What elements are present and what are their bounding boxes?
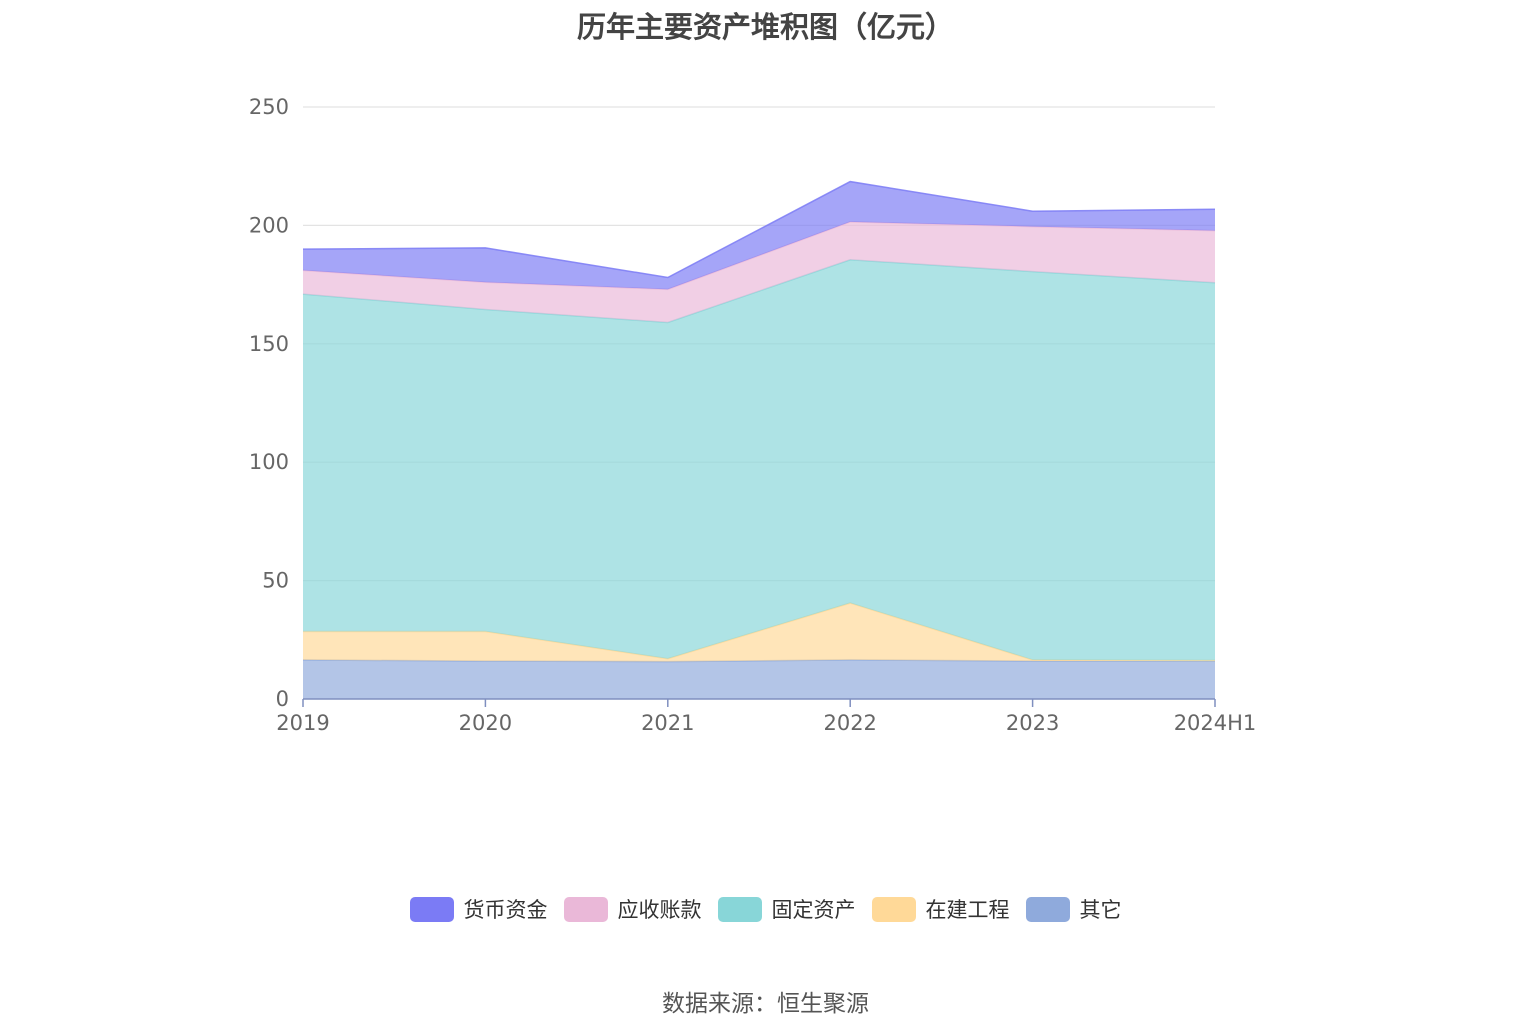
legend-item[interactable]: 在建工程 (871, 894, 1010, 924)
legend-item[interactable]: 应收账款 (563, 894, 702, 924)
y-tick-label: 50 (262, 569, 289, 593)
y-tick-label: 200 (249, 213, 289, 237)
x-tick-label: 2023 (1006, 711, 1059, 735)
legend-item[interactable]: 货币资金 (409, 894, 548, 924)
x-tick-label: 2022 (823, 711, 876, 735)
area-series (303, 259, 1215, 661)
data-source-note: 数据来源：恒生聚源 (662, 991, 869, 1017)
y-tick-label: 250 (249, 95, 289, 119)
legend-swatch (563, 896, 608, 922)
legend-label: 应收账款 (617, 898, 702, 922)
area-series (303, 659, 1215, 699)
y-tick-label: 0 (276, 687, 289, 711)
legend-item[interactable]: 固定资产 (717, 894, 856, 924)
legend-item[interactable]: 其它 (1025, 894, 1122, 924)
legend-label: 货币资金 (463, 898, 548, 922)
legend-swatch (717, 896, 762, 922)
area-series (303, 603, 1215, 662)
chart-title: 历年主要资产堆积图（亿元） (576, 10, 954, 44)
x-tick-label: 2021 (641, 711, 694, 735)
legend-swatch (409, 896, 454, 922)
legend-label: 固定资产 (771, 898, 856, 922)
y-tick-label: 100 (249, 450, 289, 474)
chart-legend: 货币资金 应收账款 固定资产 在建工程 其它 (0, 894, 1531, 924)
x-tick-label: 2020 (459, 711, 512, 735)
legend-swatch (871, 896, 916, 922)
x-tick-label: 2024H1 (1174, 711, 1257, 735)
legend-swatch (1025, 896, 1070, 922)
legend-label: 其它 (1079, 898, 1122, 922)
legend-label: 在建工程 (925, 898, 1010, 922)
area-series (303, 181, 1215, 290)
area-series (303, 221, 1215, 323)
x-tick-label: 2019 (276, 711, 329, 735)
series-line (302, 180, 1216, 279)
y-tick-label: 150 (249, 332, 289, 356)
